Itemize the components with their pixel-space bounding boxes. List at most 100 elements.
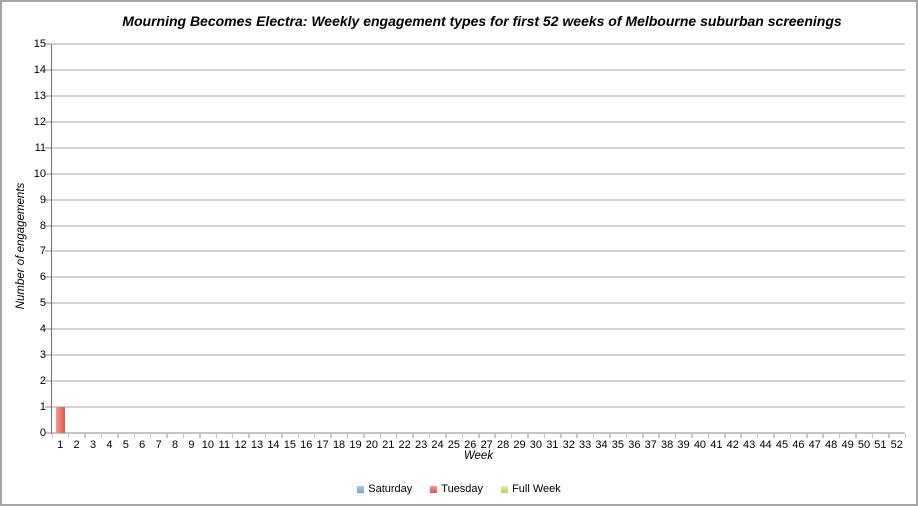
chart-title: Mourning Becomes Electra: Weekly engagem… xyxy=(122,13,842,29)
x-tick-mark xyxy=(740,434,742,438)
x-tick-mark xyxy=(84,434,86,438)
x-tick-mark xyxy=(395,434,398,438)
gridline xyxy=(52,224,905,227)
x-tick-mark xyxy=(576,434,578,438)
x-tick-mark xyxy=(133,434,136,438)
gridline xyxy=(52,380,905,383)
x-tick-mark xyxy=(494,434,496,438)
x-tick-label: 48 xyxy=(825,439,838,451)
x-tick-label: 30 xyxy=(529,439,543,451)
x-tick-label: 9 xyxy=(188,439,195,451)
y-tick-mark xyxy=(45,432,51,434)
x-tick-label: 35 xyxy=(611,439,625,451)
x-tick-label: 14 xyxy=(267,439,280,451)
x-tick-label: 2 xyxy=(73,439,80,451)
x-tick-label: 18 xyxy=(332,439,346,451)
y-tick-mark xyxy=(45,146,51,149)
y-tick-mark xyxy=(45,172,51,175)
x-tick-label: 10 xyxy=(201,439,214,451)
gridline xyxy=(52,250,905,253)
x-tick-label: 52 xyxy=(890,439,903,451)
x-tick-label: 33 xyxy=(579,439,592,451)
y-tick-label: 7 xyxy=(39,245,46,258)
x-tick-label: 21 xyxy=(382,439,395,451)
x-tick-mark xyxy=(199,434,201,438)
x-tick-mark xyxy=(658,434,660,438)
x-tick-label: 12 xyxy=(234,439,247,451)
gridline xyxy=(52,328,905,331)
x-tick-label: 40 xyxy=(693,439,707,451)
gridline xyxy=(52,276,905,279)
y-tick-label: 10 xyxy=(33,167,46,180)
x-tick-mark xyxy=(346,434,349,438)
x-tick-mark xyxy=(691,434,693,438)
x-tick-label: 36 xyxy=(628,439,641,451)
y-tick-mark xyxy=(45,354,51,357)
y-tick-label: 3 xyxy=(39,349,46,362)
x-tick-label: 42 xyxy=(726,439,739,451)
gridline xyxy=(52,146,905,149)
x-tick-mark xyxy=(756,434,759,438)
x-tick-label: 28 xyxy=(496,439,510,451)
y-tick-label: 5 xyxy=(39,297,46,310)
y-axis-line xyxy=(51,44,52,434)
x-tick-mark xyxy=(297,434,300,438)
x-tick-mark xyxy=(313,434,316,438)
gridline xyxy=(52,68,905,71)
y-tick-mark xyxy=(45,43,51,45)
x-tick-label: 6 xyxy=(139,439,146,451)
x-tick-label: 31 xyxy=(546,439,559,451)
y-tick-label: 12 xyxy=(33,115,46,128)
legend-item-saturday: Saturday xyxy=(357,483,412,495)
x-tick-label: 51 xyxy=(874,439,887,451)
x-tick-mark xyxy=(182,434,185,438)
x-tick-label: 34 xyxy=(595,439,608,451)
y-tick-mark xyxy=(45,380,51,383)
x-tick-label: 3 xyxy=(89,439,97,451)
x-tick-mark xyxy=(822,434,824,438)
x-tick-mark xyxy=(478,434,480,438)
gridline xyxy=(52,354,905,357)
y-tick-mark xyxy=(45,68,51,71)
x-tick-label: 16 xyxy=(300,439,313,451)
x-tick-mark xyxy=(838,434,841,438)
x-tick-label: 15 xyxy=(283,439,296,451)
y-tick-mark xyxy=(45,302,51,305)
x-tick-label: 25 xyxy=(447,439,461,451)
x-tick-label: 46 xyxy=(792,439,805,451)
bar-tuesday-week-1 xyxy=(55,407,65,433)
x-tick-label: 8 xyxy=(171,439,179,451)
gridline xyxy=(52,406,905,409)
legend: Saturday Tuesday Full Week xyxy=(2,480,916,498)
x-tick-mark xyxy=(855,434,857,438)
x-tick-mark xyxy=(100,434,103,438)
gridline xyxy=(52,302,905,305)
x-tick-mark xyxy=(330,434,332,438)
x-tick-mark xyxy=(871,434,874,438)
y-tick-label: 9 xyxy=(39,193,46,206)
x-tick-mark xyxy=(592,434,595,438)
x-tick-label: 44 xyxy=(759,439,772,451)
y-tick-mark xyxy=(45,250,51,253)
x-tick-label: 19 xyxy=(349,439,362,451)
y-tick-label: 11 xyxy=(34,141,46,154)
x-tick-mark xyxy=(445,434,447,438)
y-tick-label: 13 xyxy=(33,89,46,102)
x-tick-label: 45 xyxy=(775,439,789,451)
x-tick-mark xyxy=(773,434,775,438)
x-tick-mark xyxy=(51,434,53,438)
x-tick-label: 41 xyxy=(710,439,723,451)
x-tick-label: 26 xyxy=(464,439,477,451)
x-tick-label: 27 xyxy=(480,439,493,451)
x-tick-label: 13 xyxy=(250,439,264,451)
legend-key-saturday-icon xyxy=(357,485,365,493)
x-tick-mark xyxy=(248,434,250,438)
x-tick-label: 5 xyxy=(122,439,129,451)
x-tick-label: 50 xyxy=(857,439,871,451)
x-tick-label: 1 xyxy=(57,439,64,451)
x-tick-label: 49 xyxy=(841,439,854,451)
y-tick-mark xyxy=(45,406,51,409)
y-tick-label: 0 xyxy=(39,427,46,439)
x-tick-label: 11 xyxy=(218,439,230,451)
